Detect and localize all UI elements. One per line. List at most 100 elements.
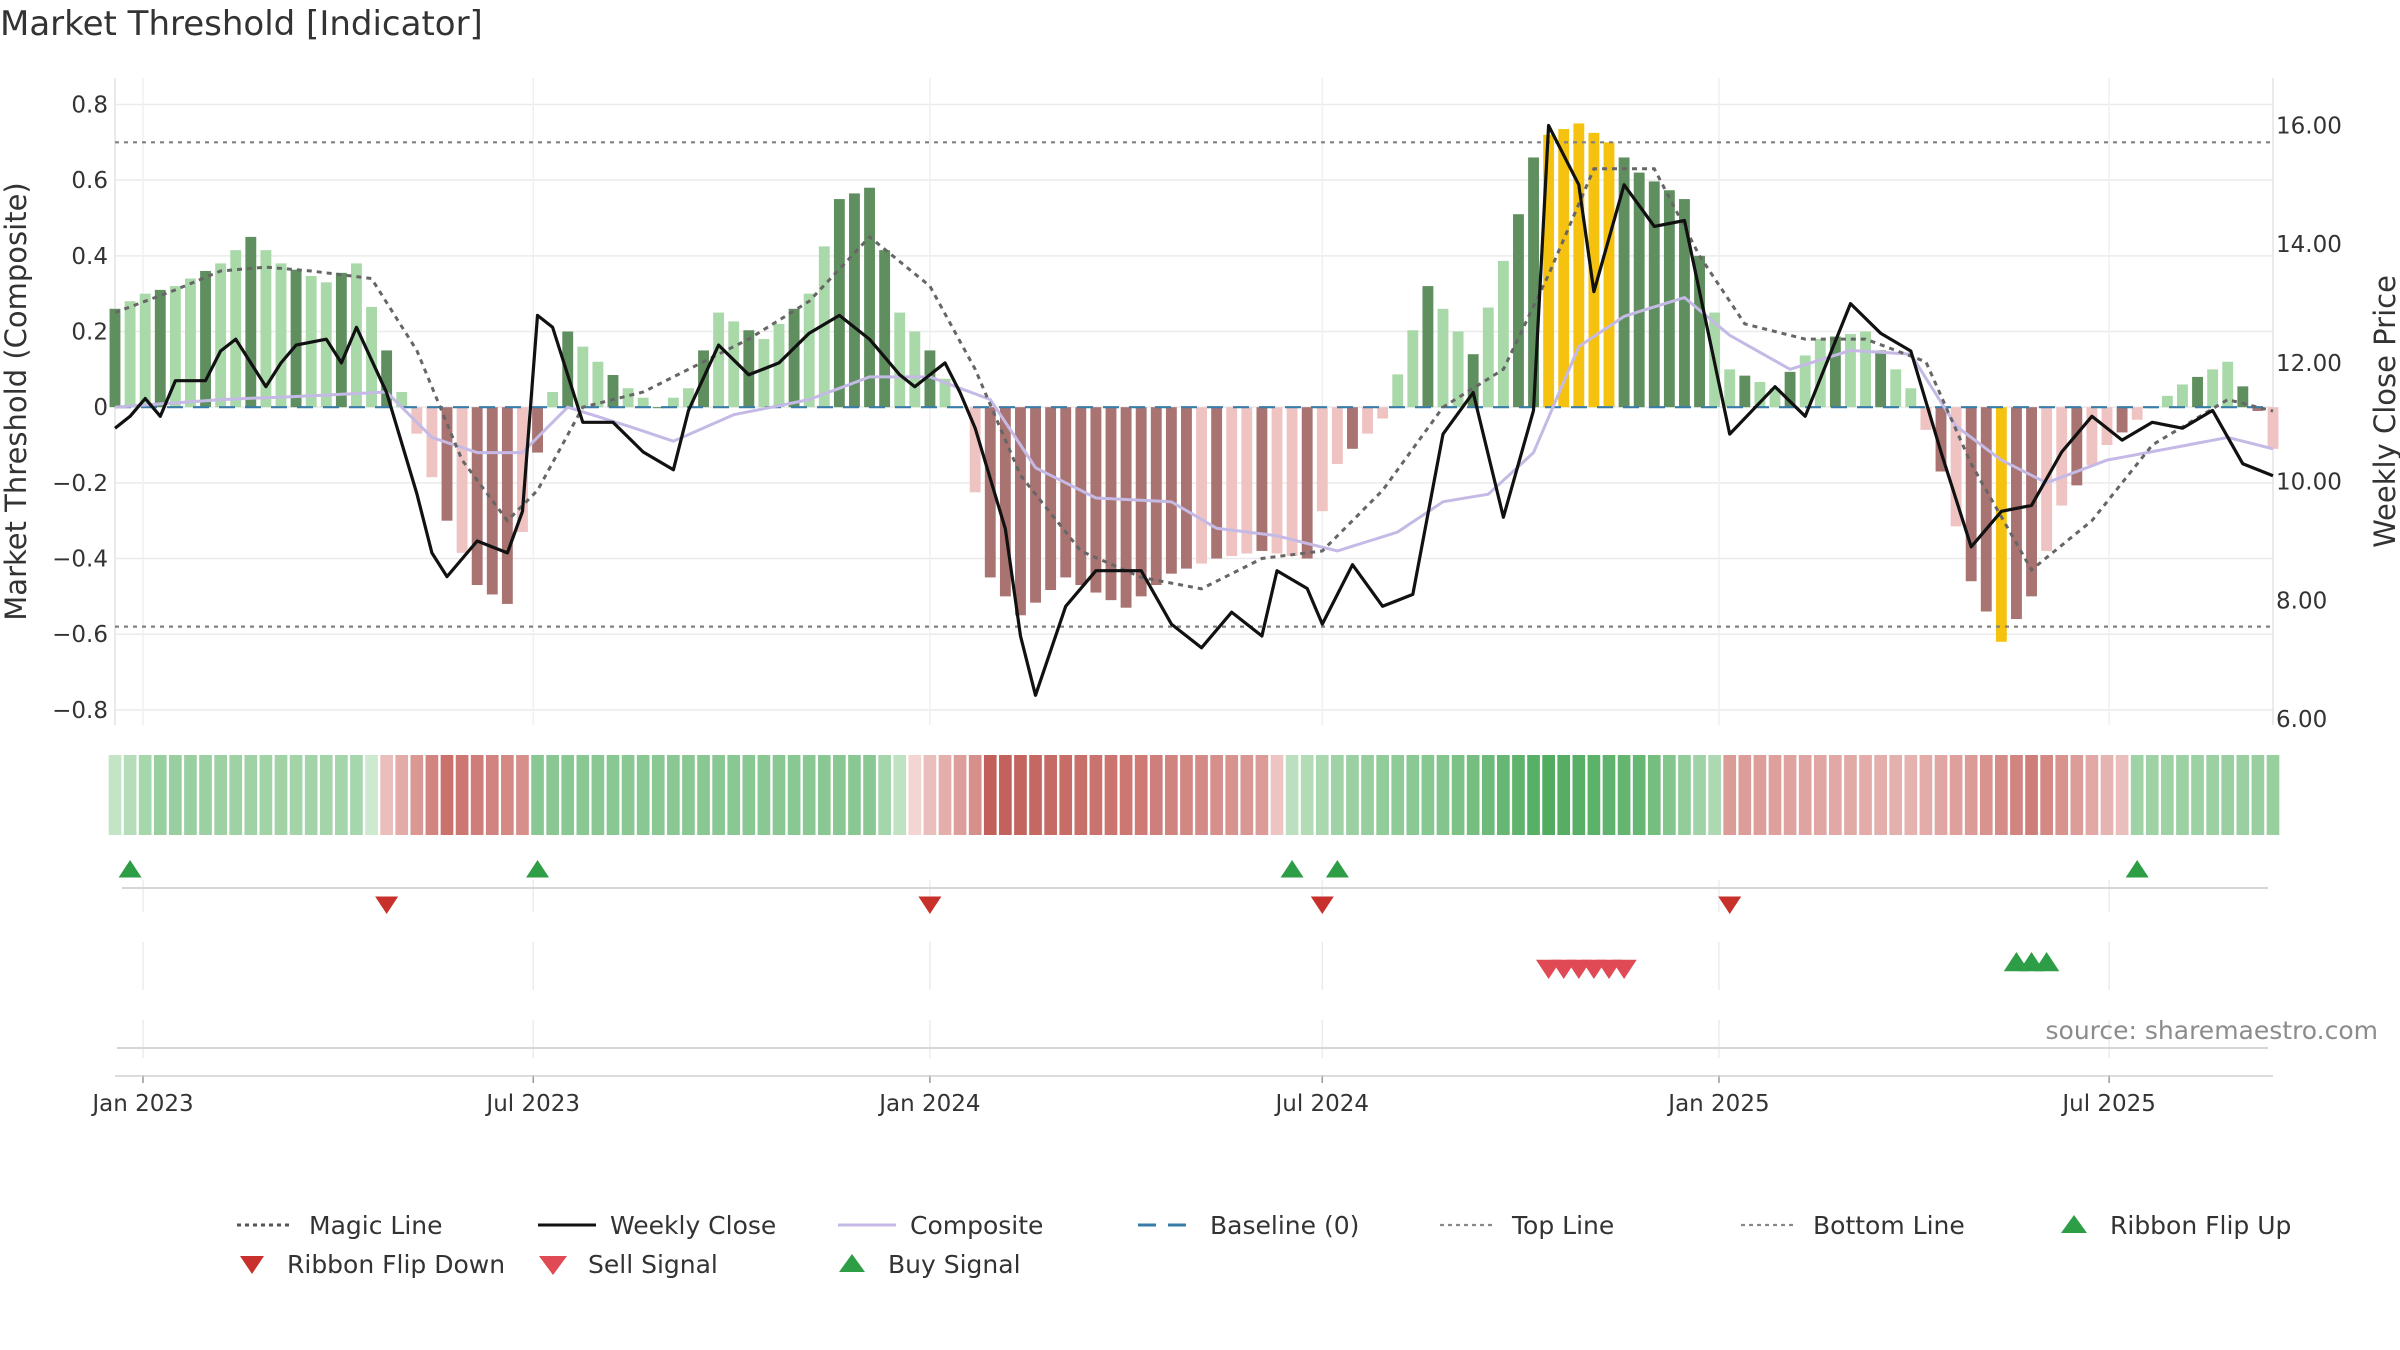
ribbon-cell xyxy=(1044,755,1057,835)
ribbon-cell xyxy=(1889,755,1903,835)
composite-bar xyxy=(1724,369,1736,408)
ribbon-cell xyxy=(863,755,876,835)
composite-bar xyxy=(139,293,151,408)
composite-bar xyxy=(1331,407,1343,464)
composite-bar xyxy=(2267,407,2279,449)
ribbon-cell xyxy=(1753,755,1767,835)
composite-bar xyxy=(1075,407,1087,586)
composite-bar xyxy=(1392,374,1404,408)
composite-bar xyxy=(1935,407,1947,472)
ribbon-cell xyxy=(1813,755,1827,835)
ribbon-cell xyxy=(1361,755,1374,835)
ribbon-cell xyxy=(1270,755,1284,835)
composite-bar xyxy=(1860,331,1871,408)
composite-bar xyxy=(1226,407,1238,556)
composite-bar xyxy=(1995,407,2007,642)
chart-title: Market Threshold [Indicator] xyxy=(0,4,483,44)
ribbon-cell xyxy=(1391,755,1405,835)
legend-label: Composite xyxy=(910,1211,1043,1240)
ribbon-cell xyxy=(229,755,243,835)
y2-tick-label: 12.00 xyxy=(2276,351,2342,377)
ribbon-cell xyxy=(1572,755,1586,835)
y-tick-label: 0.4 xyxy=(71,244,108,270)
composite-bar xyxy=(1920,407,1932,430)
legend-swatch xyxy=(839,1254,865,1272)
composite-bar xyxy=(773,323,785,408)
ribbon-cell xyxy=(485,755,499,835)
ribbon-flip-down-marker xyxy=(1310,896,1334,914)
ribbon-cell xyxy=(1934,755,1948,835)
ribbon-cell xyxy=(772,755,786,835)
composite-bar xyxy=(1875,350,1887,408)
ribbon-cell xyxy=(1089,755,1103,835)
composite-bar xyxy=(743,330,755,408)
composite-bar xyxy=(637,397,649,408)
ribbon-cell xyxy=(999,755,1012,835)
composite-bar xyxy=(1060,407,1072,578)
ribbon-cell xyxy=(2176,755,2189,835)
composite-bar xyxy=(562,331,574,408)
ribbon-cell xyxy=(2161,755,2174,835)
ribbon-cell xyxy=(878,755,891,835)
ribbon-cell xyxy=(2085,755,2099,835)
ribbon-cell xyxy=(350,755,363,835)
composite-bar xyxy=(2086,407,2098,466)
ribbon-cell xyxy=(365,755,378,835)
composite-bar xyxy=(1980,407,1992,612)
ribbon-cell xyxy=(1240,755,1254,835)
composite-bar xyxy=(894,312,906,408)
composite-bar xyxy=(426,407,438,478)
ribbon-cell xyxy=(561,755,575,835)
composite-bar xyxy=(592,361,604,408)
composite-bar xyxy=(486,407,498,595)
composite-bar xyxy=(728,321,740,408)
ribbon-cell xyxy=(1149,755,1163,835)
composite-bar xyxy=(879,250,891,408)
composite-bar xyxy=(456,407,468,553)
ribbon-cell xyxy=(1014,755,1027,835)
ribbon-cell xyxy=(1859,755,1872,835)
composite-bar xyxy=(1769,388,1781,408)
ribbon-cell xyxy=(2025,755,2038,835)
composite-bar xyxy=(1316,407,1328,512)
x-tick-label: Jul 2023 xyxy=(484,1091,580,1117)
composite-bar xyxy=(124,301,136,408)
composite-bar xyxy=(1739,375,1751,408)
composite-bar xyxy=(803,293,815,408)
composite-bar xyxy=(1150,407,1162,586)
composite-bar xyxy=(471,407,483,586)
composite-bar xyxy=(683,388,694,408)
composite-bar xyxy=(909,331,921,408)
composite-bar xyxy=(1603,142,1615,408)
composite-bar xyxy=(2252,407,2264,411)
source-note: source: sharemaestro.com xyxy=(2046,1016,2379,1045)
ribbon-cell xyxy=(214,755,227,835)
composite-bar xyxy=(1452,331,1464,408)
ribbon-cell xyxy=(893,755,907,835)
ribbon-cell xyxy=(2130,755,2144,835)
composite-bar xyxy=(2056,407,2068,506)
composite-bar xyxy=(1030,407,1041,603)
composite-bar xyxy=(1301,407,1313,559)
legend-item: Buy Signal xyxy=(839,1250,1021,1279)
composite-bar xyxy=(1362,407,1373,434)
ribbon-cell xyxy=(395,755,409,835)
ribbon-cell xyxy=(1285,755,1299,835)
ribbon-flip-up-marker xyxy=(2125,860,2149,878)
ribbon-cell xyxy=(787,755,801,835)
composite-bar xyxy=(1241,407,1253,554)
ribbon-flip-up-marker xyxy=(1325,860,1349,878)
legend-item: Weekly Close xyxy=(538,1211,776,1240)
ribbon-cell xyxy=(1180,755,1193,835)
composite-bar xyxy=(396,392,408,408)
ribbon-cell xyxy=(1783,755,1797,835)
buy-signal-marker xyxy=(2033,952,2060,972)
legend-item: Ribbon Flip Up xyxy=(2061,1211,2291,1240)
ribbon-cell xyxy=(1134,755,1148,835)
ribbon-cell xyxy=(1497,755,1510,835)
composite-bar xyxy=(547,392,559,408)
ribbon-cell xyxy=(470,755,484,835)
legend: Magic Line Weekly Close Composite Baseline … xyxy=(237,1211,2291,1279)
ribbon-cell xyxy=(1451,755,1465,835)
